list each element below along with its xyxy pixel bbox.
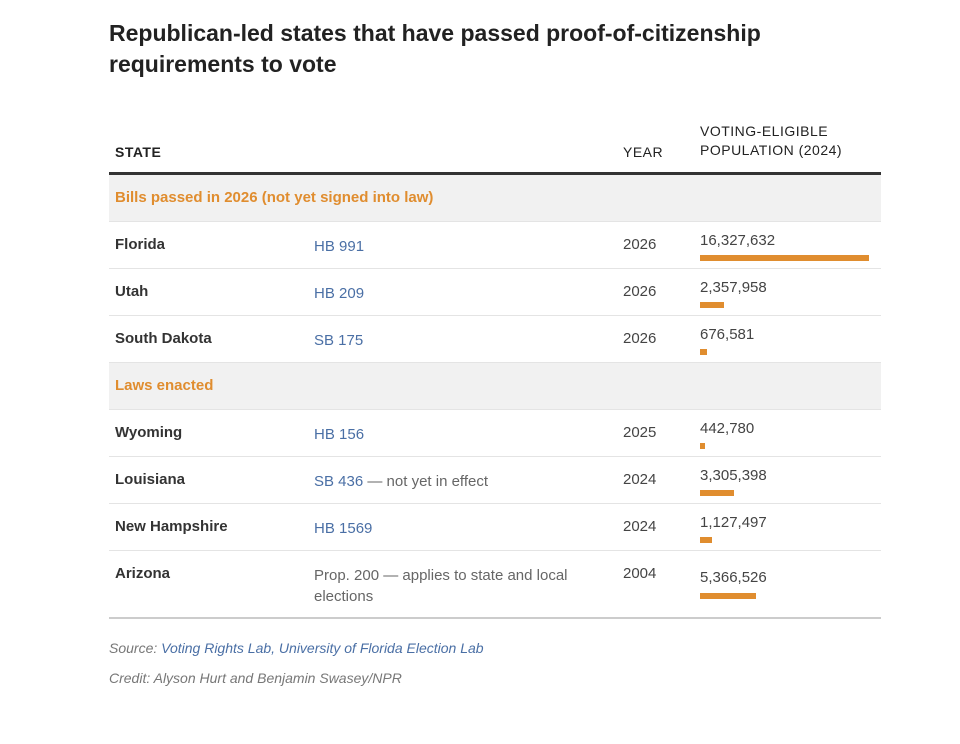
table-row: New Hampshire HB 1569 2024 1,127,497 bbox=[109, 504, 881, 551]
chart-title: Republican-led states that have passed p… bbox=[109, 20, 761, 77]
bill-cell: Prop. 200 — applies to state and local e… bbox=[314, 565, 604, 607]
population-value: 16,327,632 bbox=[700, 232, 776, 249]
bill-cell: SB 175 bbox=[314, 330, 604, 351]
population-bar bbox=[700, 255, 869, 261]
table-row: Florida HB 991 2026 16,327,632 bbox=[109, 222, 881, 269]
bill-cell: SB 436 — not yet in effect bbox=[314, 471, 604, 492]
source-link[interactable]: Voting Rights Lab, University of Florida… bbox=[161, 640, 484, 656]
bill-link[interactable]: HB 156 bbox=[314, 426, 365, 443]
bill-cell: HB 1569 bbox=[314, 518, 604, 539]
column-header-state: STATE bbox=[115, 144, 162, 160]
table-row: Utah HB 209 2026 2,357,958 bbox=[109, 269, 881, 316]
state-name: Louisiana bbox=[115, 471, 186, 488]
year: 2024 bbox=[623, 518, 657, 535]
bill-note: — not yet in effect bbox=[363, 473, 489, 490]
population-bar bbox=[700, 537, 712, 543]
source-note: Source: Voting Rights Lab, University of… bbox=[109, 640, 484, 656]
population-bar bbox=[700, 302, 725, 308]
state-name: Arizona bbox=[115, 565, 171, 582]
table-row: Louisiana SB 436 — not yet in effect 2024 3… bbox=[109, 457, 881, 504]
data-table: STATE YEAR VOTING-ELIGIBLE POPULATION (2… bbox=[109, 120, 881, 619]
bill-link[interactable]: HB 1569 bbox=[314, 520, 373, 537]
state-name: New Hampshire bbox=[115, 518, 228, 535]
state-name: Florida bbox=[115, 236, 166, 253]
year: 2026 bbox=[623, 330, 657, 347]
bill-cell: HB 156 bbox=[314, 424, 604, 445]
column-header-population: VOTING-ELIGIBLE POPULATION (2024) bbox=[700, 123, 843, 158]
population-value: 3,305,398 bbox=[700, 467, 767, 484]
population-bar bbox=[700, 443, 705, 449]
bill-cell: HB 209 bbox=[314, 283, 604, 304]
bill-link[interactable]: SB 175 bbox=[314, 332, 364, 349]
bill-link[interactable]: HB 209 bbox=[314, 285, 365, 302]
year: 2004 bbox=[623, 565, 657, 582]
population-value: 1,127,497 bbox=[700, 514, 767, 531]
state-name: South Dakota bbox=[115, 330, 212, 347]
bill-cell: HB 991 bbox=[314, 236, 604, 257]
group-header: Laws enacted bbox=[109, 363, 881, 410]
state-name: Utah bbox=[115, 283, 149, 300]
population-value: 442,780 bbox=[700, 420, 755, 437]
year: 2025 bbox=[623, 424, 657, 441]
year: 2026 bbox=[623, 283, 657, 300]
bill-link[interactable]: SB 436 bbox=[314, 473, 364, 490]
source-label: Source: bbox=[109, 640, 162, 656]
population-value: 2,357,958 bbox=[700, 279, 767, 296]
bill-note: Prop. 200 — applies to state and local e… bbox=[314, 567, 568, 605]
table-row: South Dakota SB 175 2026 676,581 bbox=[109, 316, 881, 363]
credit-note: Credit: Alyson Hurt and Benjamin Swasey/… bbox=[109, 670, 402, 686]
year: 2024 bbox=[623, 471, 657, 488]
group-header: Bills passed in 2026 (not yet signed int… bbox=[109, 175, 881, 222]
population-value: 676,581 bbox=[700, 326, 755, 343]
table-header: STATE YEAR VOTING-ELIGIBLE POPULATION (2… bbox=[109, 120, 881, 175]
population-bar bbox=[700, 593, 756, 599]
table-row: Arizona Prop. 200 — applies to state and … bbox=[109, 551, 881, 619]
year: 2026 bbox=[623, 236, 657, 253]
state-name: Wyoming bbox=[115, 424, 183, 441]
population-value: 5,366,526 bbox=[700, 569, 767, 586]
bill-link[interactable]: HB 991 bbox=[314, 238, 365, 255]
population-bar bbox=[700, 490, 735, 496]
population-bar bbox=[700, 349, 707, 355]
table-row: Wyoming HB 156 2025 442,780 bbox=[109, 410, 881, 457]
column-header-year: YEAR bbox=[623, 144, 664, 160]
